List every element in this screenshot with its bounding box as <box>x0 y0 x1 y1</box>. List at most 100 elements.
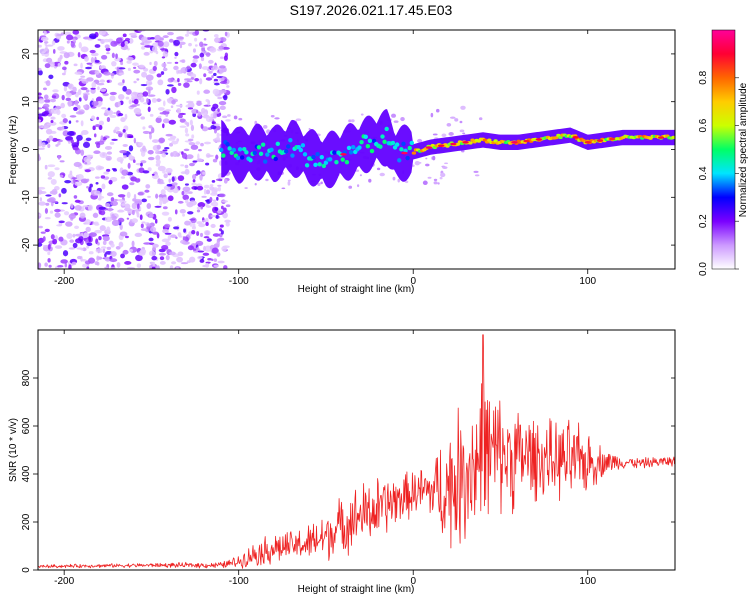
noise-speckle <box>106 168 111 172</box>
ridge-speckle <box>433 181 438 185</box>
noise-speckle <box>52 48 56 54</box>
colorbar-tick: 0.0 <box>698 262 739 276</box>
ridge-speckle <box>433 178 438 182</box>
colorbar-tick: 0.2 <box>698 214 739 228</box>
noise-speckle <box>180 262 189 265</box>
noise-speckle <box>202 112 207 116</box>
ridge-cell <box>225 142 230 147</box>
noise-speckle <box>210 223 216 228</box>
noise-speckle <box>58 236 64 242</box>
noise-speckle <box>119 150 127 154</box>
y-tick: -10 <box>21 190 675 205</box>
noise-speckle <box>65 221 73 227</box>
noise-speckle <box>85 137 92 141</box>
noise-speckle <box>199 78 203 85</box>
noise-speckle <box>174 209 178 215</box>
noise-speckle <box>140 162 143 167</box>
noise-speckle <box>100 246 107 249</box>
noise-speckle <box>89 49 96 54</box>
svg-text:-100: -100 <box>229 276 249 287</box>
noise-speckle <box>154 205 162 208</box>
noise-speckle <box>58 220 65 224</box>
noise-speckle <box>38 225 43 229</box>
svg-text:0: 0 <box>21 567 32 573</box>
ridge-cell <box>365 144 371 149</box>
noise-speckle <box>219 65 226 69</box>
noise-speckle <box>133 69 141 74</box>
svg-text:0.4: 0.4 <box>698 166 709 180</box>
noise-speckle <box>163 41 170 48</box>
noise-speckle <box>165 167 173 174</box>
noise-speckle <box>82 141 91 148</box>
ridge-cell <box>311 154 316 160</box>
noise-speckle <box>117 113 124 117</box>
svg-text:0.0: 0.0 <box>698 262 709 276</box>
noise-speckle <box>90 115 96 121</box>
noise-speckle <box>133 193 137 201</box>
ridge-cell <box>239 155 245 160</box>
noise-speckle <box>110 40 118 47</box>
noise-speckle <box>192 48 197 53</box>
ridge-cell <box>321 163 327 169</box>
noise-speckle <box>134 232 143 238</box>
noise-speckle <box>214 128 217 134</box>
ridge-cell <box>258 151 264 157</box>
ridge-cell <box>315 151 320 157</box>
noise-speckle <box>44 208 49 214</box>
noise-speckle <box>124 261 132 265</box>
noise-speckle <box>167 31 174 36</box>
noise-speckle <box>149 250 156 257</box>
noise-speckle <box>97 100 103 106</box>
noise-speckle <box>74 205 82 211</box>
noise-speckle <box>125 88 132 95</box>
noise-speckle <box>119 224 123 231</box>
x-tick: 0 <box>410 30 416 287</box>
ridge-speckle <box>419 162 422 164</box>
noise-speckle <box>203 37 207 41</box>
noise-speckle <box>99 151 108 159</box>
ridge-speckle <box>348 119 352 123</box>
ridge-speckle <box>265 178 269 182</box>
noise-speckle <box>106 79 110 83</box>
noise-speckle <box>182 186 191 192</box>
noise-speckle <box>104 44 110 49</box>
noise-speckle <box>187 211 194 215</box>
noise-speckle <box>163 147 170 150</box>
noise-speckle <box>128 32 137 36</box>
ridge-cell <box>346 145 352 151</box>
noise-speckle <box>133 66 137 70</box>
ridge-envelope <box>221 109 675 189</box>
noise-speckle <box>94 59 100 63</box>
noise-speckle <box>169 142 174 147</box>
noise-speckle <box>168 38 174 43</box>
noise-speckle <box>94 44 101 48</box>
ridge-speckle <box>287 179 291 182</box>
noise-speckle <box>155 193 159 199</box>
colorbar-frame <box>711 29 736 270</box>
noise-speckle <box>183 228 187 233</box>
noise-speckle <box>211 258 214 261</box>
svg-text:-10: -10 <box>21 190 32 205</box>
noise-speckle <box>103 71 111 76</box>
noise-speckle <box>110 200 119 206</box>
noise-speckle <box>153 60 158 67</box>
noise-speckle <box>150 127 155 134</box>
noise-speckle <box>201 66 209 70</box>
noise-speckle <box>199 259 205 263</box>
noise-speckle <box>184 164 189 169</box>
ridge-cell <box>227 146 232 151</box>
svg-text:10: 10 <box>21 96 32 108</box>
noise-speckle <box>162 123 165 129</box>
noise-speckle <box>136 263 142 268</box>
noise-speckle <box>192 160 198 163</box>
noise-speckle <box>157 165 166 172</box>
noise-speckle <box>83 104 87 109</box>
noise-speckle <box>212 88 220 95</box>
noise-speckle <box>205 230 210 236</box>
noise-speckle <box>87 204 93 211</box>
noise-speckle <box>168 178 171 183</box>
noise-speckle <box>61 94 65 101</box>
ridge-speckle <box>233 115 238 120</box>
noise-speckle <box>44 107 49 111</box>
noise-speckle <box>38 141 43 147</box>
